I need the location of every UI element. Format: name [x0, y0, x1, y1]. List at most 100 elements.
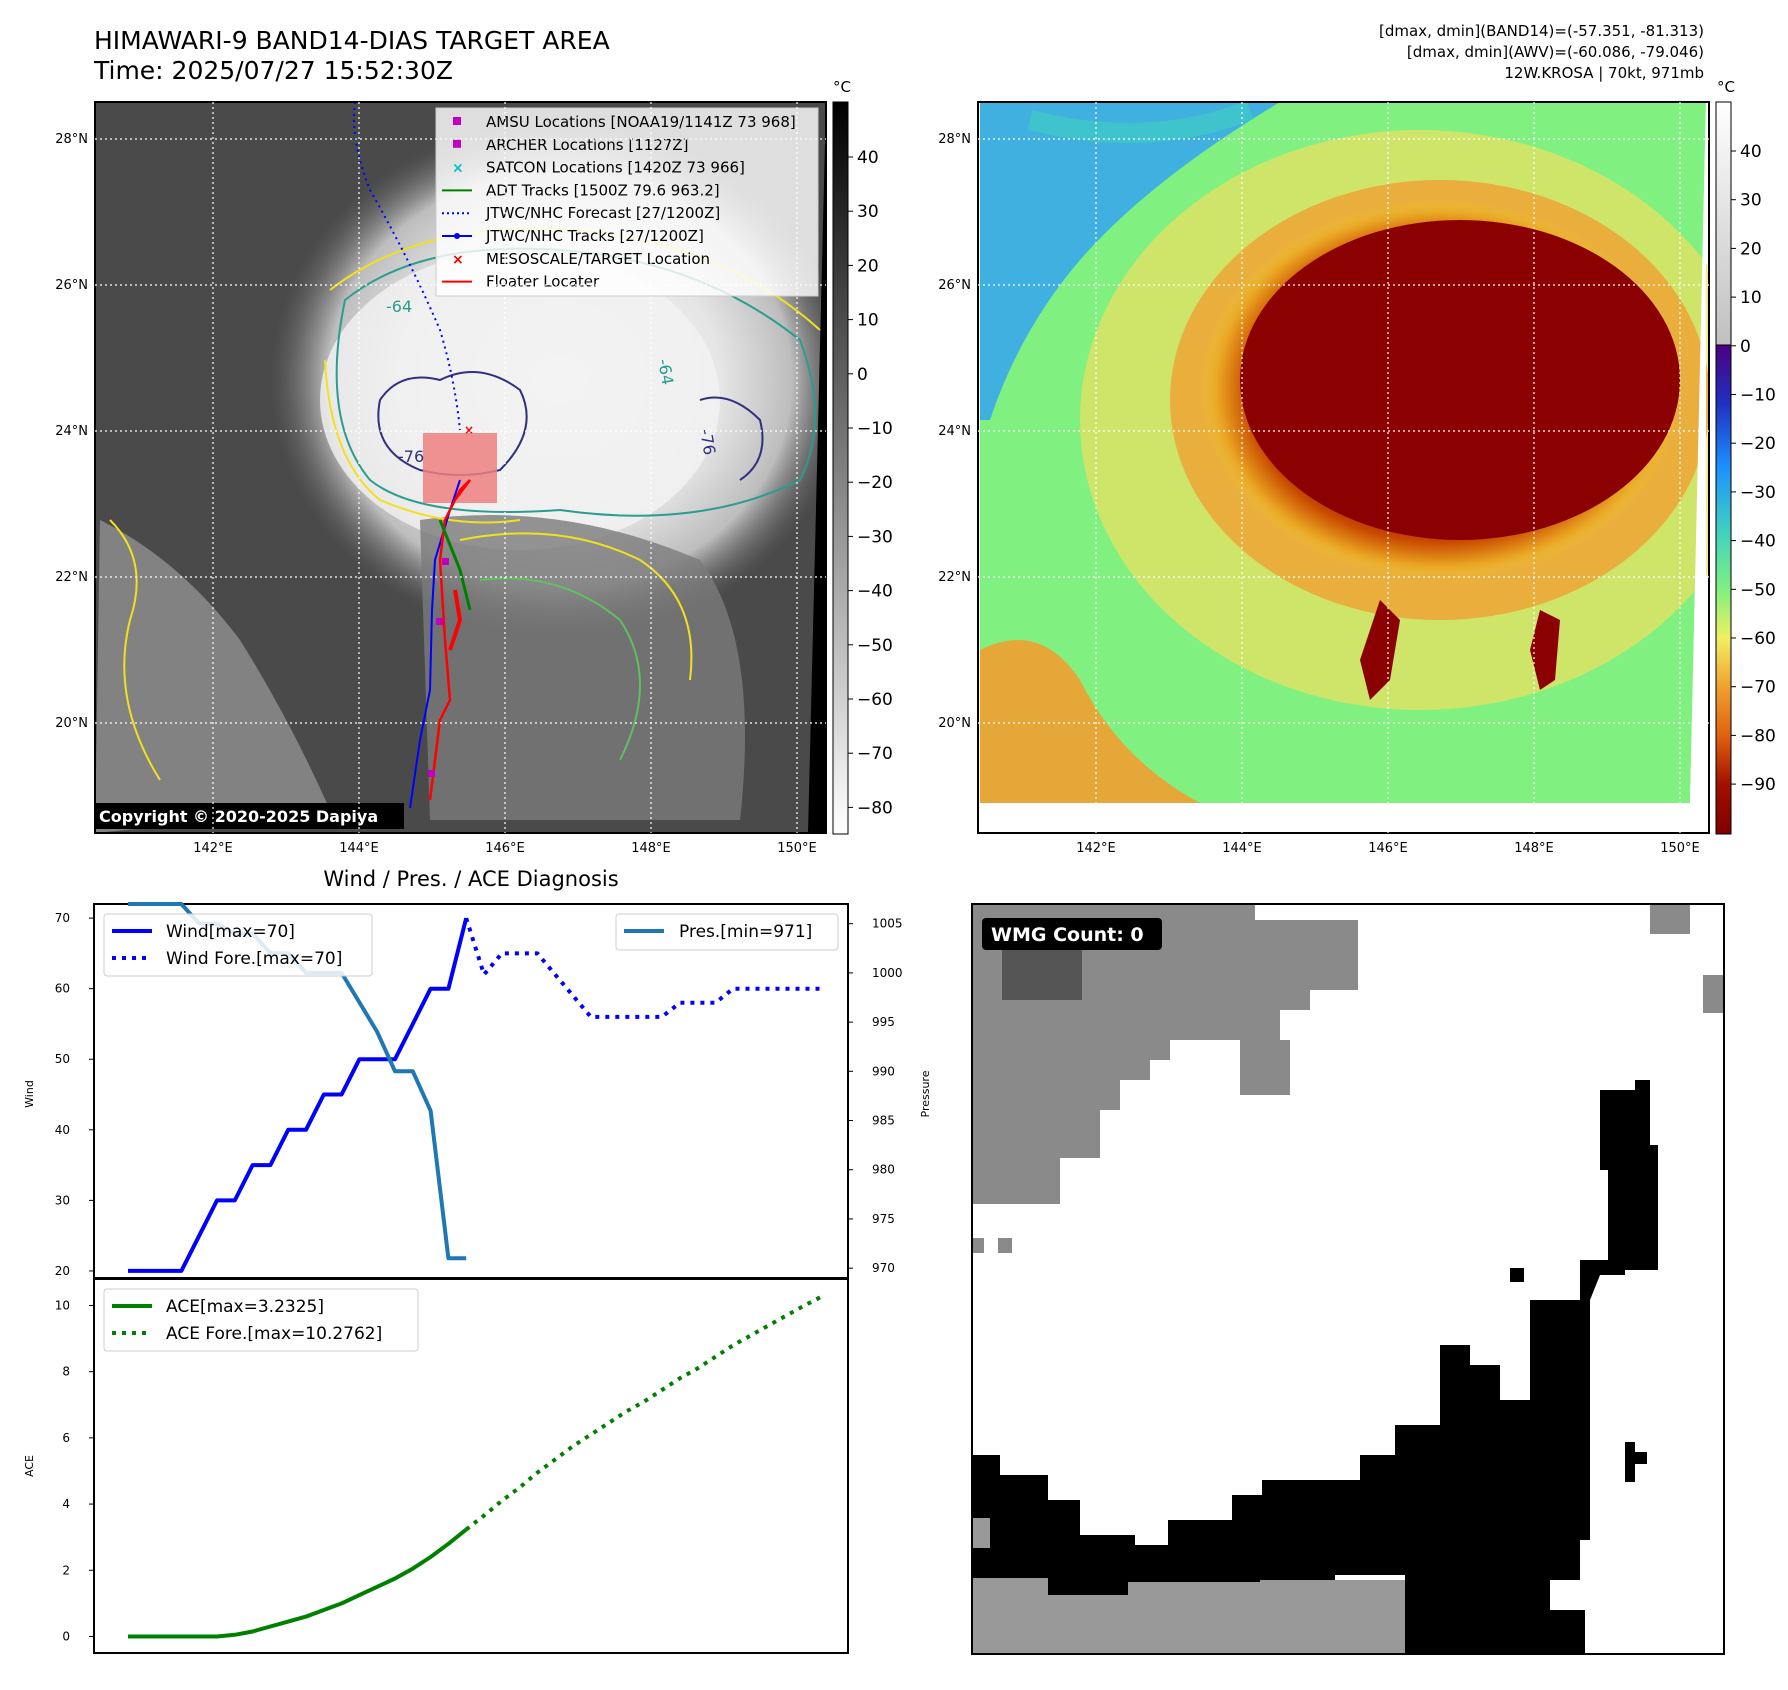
colorbar-tick: −90 — [1740, 775, 1776, 795]
legend-entry: Floater Locater — [442, 273, 600, 291]
ace-panel: 10 8 6 4 2 0 ACE ACE[max=3.2325] ACE Fore.[ma… — [23, 1278, 849, 1654]
band14-range-info: [dmax, dmin](BAND14)=(-57.351, -81.313) — [1379, 22, 1704, 40]
awv-range-info: [dmax, dmin](AWV)=(-60.086, -79.046) — [1406, 43, 1704, 61]
legend-entry: × SATCON Locations [1420Z 73 966] — [452, 159, 745, 177]
lat-label: 24°N — [938, 424, 971, 439]
legend-label: JTWC/NHC Tracks [27/1200Z] — [485, 227, 704, 245]
series-line — [128, 917, 469, 1273]
forecast-series-line — [464, 917, 823, 1019]
colorbar-tick: −80 — [1740, 726, 1776, 746]
copyright-label: Copyright © 2020-2025 Dapiya — [99, 807, 378, 826]
wind-tick-label: 40 — [55, 1123, 70, 1137]
colorbar-tick: −50 — [857, 636, 893, 656]
contour-label: -64 — [386, 297, 412, 316]
map1-lat-labels: 28°N 26°N 24°N 22°N 20°N — [55, 132, 88, 731]
lat-label: 28°N — [938, 132, 971, 147]
legend-entry: JTWC/NHC Forecast [27/1200Z] — [442, 204, 720, 222]
colorbar-tick: 10 — [857, 311, 879, 331]
legend-label: MESOSCALE/TARGET Location — [486, 250, 710, 268]
svg-text:×: × — [452, 252, 464, 268]
colorbar-tick: 30 — [857, 202, 879, 222]
colorbar-tick: 0 — [1740, 337, 1751, 357]
lat-label: 20°N — [55, 716, 88, 731]
map-legend: AMSU Locations [NOAA19/1141Z 73 968] ARCH… — [435, 107, 819, 297]
contour-label: -76 — [398, 447, 424, 466]
colorbar-tick: −60 — [857, 690, 893, 710]
pressure-legend-item: Pres.[min=971] — [679, 922, 812, 942]
pressure-tick-label: 995 — [872, 1015, 895, 1029]
lat-label: 24°N — [55, 424, 88, 439]
colorbar-tick: 30 — [1740, 191, 1762, 211]
wind-tick-label: 60 — [55, 982, 70, 996]
colorbar-tick: −70 — [857, 744, 893, 764]
lat-label: 22°N — [938, 570, 971, 585]
wind-forecast-legend-item: Wind Fore.[max=70] — [166, 949, 342, 969]
ace-tick-label: 2 — [62, 1563, 70, 1577]
legend-entry: × MESOSCALE/TARGET Location — [452, 250, 710, 268]
contour-labels: -64 -76 -76 -64 — [386, 297, 719, 466]
lon-label: 148°E — [1514, 841, 1554, 856]
wind-tick-label: 30 — [55, 1193, 70, 1207]
lon-label: 146°E — [1368, 841, 1408, 856]
wmg-count-label: WMG Count: 0 — [991, 924, 1144, 946]
lon-label: 142°E — [193, 841, 233, 856]
colorbar-band14: °C 40 30 20 10 0 −10 −20 −30 −40 −50 −60 −70 −80 — [832, 78, 893, 835]
colorbar-tick: 10 — [1740, 288, 1762, 308]
lon-label: 142°E — [1076, 841, 1116, 856]
colorbar-tick: −40 — [857, 582, 893, 602]
pressure-tick-label: 970 — [872, 1261, 895, 1275]
ace-forecast-legend-item: ACE Fore.[max=10.2762] — [166, 1324, 382, 1344]
lon-label: 150°E — [1660, 841, 1700, 856]
pressure-tick-label: 975 — [872, 1212, 895, 1226]
ace-tick-label: 0 — [62, 1629, 70, 1643]
wind-legend-item: Wind[max=70] — [166, 922, 295, 942]
ace-legend-item: ACE[max=3.2325] — [166, 1297, 324, 1317]
colorbar-tick: −50 — [1740, 580, 1776, 600]
legend-label: JTWC/NHC Forecast [27/1200Z] — [485, 204, 720, 222]
lat-label: 22°N — [55, 570, 88, 585]
map2-grid — [978, 102, 1709, 833]
lon-label: 148°E — [631, 841, 671, 856]
lon-label: 146°E — [485, 841, 525, 856]
ace-axis-label: ACE — [23, 1455, 36, 1477]
pressure-tick-label: 985 — [872, 1114, 895, 1128]
colorbar-unit: °C — [1717, 78, 1735, 96]
pressure-tick-label: 990 — [872, 1064, 895, 1078]
ace-tick-label: 8 — [62, 1365, 70, 1379]
wmg-panel: WMG Count: 0 — [971, 903, 1725, 1655]
legend-entry: ADT Tracks [1500Z 79.6 963.2] — [442, 181, 720, 199]
colorbar-tick: 20 — [857, 256, 879, 276]
diagnosis-title: Wind / Pres. / ACE Diagnosis — [323, 867, 618, 891]
lon-label: 144°E — [339, 841, 379, 856]
figure-title: HIMAWARI-9 BAND14-DIAS TARGET AREA — [94, 26, 610, 55]
wind-tick-label: 50 — [55, 1052, 70, 1066]
colorbar-unit: °C — [833, 78, 851, 96]
pressure-legend: Pres.[min=971] — [615, 913, 839, 951]
pressure-tick-label: 1005 — [872, 917, 903, 931]
wind-legend: Wind[max=70] Wind Fore.[max=70] — [103, 913, 373, 977]
colorbar-tick: −60 — [1740, 629, 1776, 649]
map2-lat-labels: 28°N 26°N 24°N 22°N 20°N — [938, 132, 971, 731]
colorbar-tick: −80 — [857, 798, 893, 818]
legend-entry: ARCHER Locations [1127Z] — [453, 136, 689, 154]
ace-tick-label: 4 — [62, 1497, 70, 1511]
series-line — [128, 1527, 468, 1639]
ace-tick-label: 10 — [55, 1298, 70, 1312]
lat-label: 20°N — [938, 716, 971, 731]
colorbar-awv: °C 40 30 20 10 0 −10 −20 −30 −40 −50 −60 −70 −80 −90 — [1715, 78, 1776, 835]
svg-text:×: × — [452, 161, 464, 177]
colorbar-tick: −10 — [1740, 386, 1776, 406]
colorbar-tick: −10 — [857, 419, 893, 439]
colorbar-tick: −70 — [1740, 678, 1776, 698]
colorbar-tick: 40 — [857, 148, 879, 168]
map1-lon-labels: 142°E 144°E 146°E 148°E 150°E — [193, 841, 817, 856]
colorbar-tick: −20 — [857, 473, 893, 493]
lon-label: 144°E — [1222, 841, 1262, 856]
lat-label: 26°N — [55, 278, 88, 293]
colorbar-tick: −40 — [1740, 532, 1776, 552]
colorbar-tick: −20 — [1740, 434, 1776, 454]
legend-label: ARCHER Locations [1127Z] — [486, 136, 689, 154]
ace-legend: ACE[max=3.2325] ACE Fore.[max=10.2762] — [103, 1288, 419, 1352]
